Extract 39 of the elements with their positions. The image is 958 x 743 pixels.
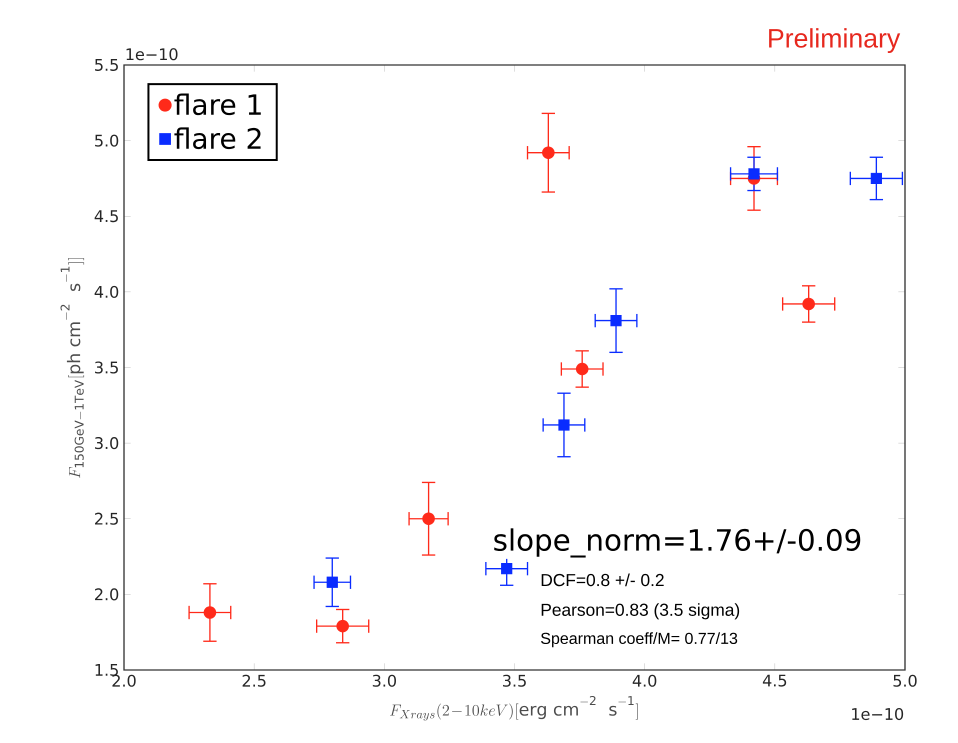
text: Preliminary <box>769 28 900 54</box>
y-tick-label: 5.5 <box>95 59 118 71</box>
y-tick-label: 4.5 <box>94 210 118 222</box>
y-tick-label: 3.5 <box>95 361 118 374</box>
point <box>558 419 570 431</box>
legend-label: flare 2 <box>174 127 261 150</box>
point <box>501 563 512 574</box>
x-tick-label: 3.5 <box>502 674 526 687</box>
y-tick-label: 1.5 <box>96 664 118 676</box>
point <box>326 576 338 588</box>
text: 1e−10 <box>126 48 178 60</box>
point <box>336 620 349 632</box>
y-tick-label: 2.5 <box>95 512 118 525</box>
point <box>802 298 815 310</box>
point <box>204 606 216 619</box>
x-tick-label: 4.0 <box>632 674 656 687</box>
y-tick-label: 3.0 <box>95 437 118 450</box>
x-tick-label: 3.0 <box>372 674 396 687</box>
y-axis-title: $F_{\mathrm{150GeV-1TeV}}[\mathrm{ph\ cm^{-2}\ \ s^{-1}}]]$ <box>60 258 84 478</box>
point <box>610 315 622 326</box>
x-tick-label: 5.0 <box>894 674 917 687</box>
y-tick-label: 2.0 <box>95 588 118 600</box>
y-tick-label: 5.0 <box>95 134 118 147</box>
point <box>748 168 760 180</box>
text: 1e−10 <box>852 708 904 720</box>
annotation: Pearson=0.83 (3.5 sigma) <box>542 603 740 620</box>
legend-label: flare 1 <box>174 93 261 116</box>
point <box>576 362 588 376</box>
point <box>422 512 435 526</box>
point <box>542 146 555 159</box>
annotation: DCF=0.8 +/- 0.2 <box>542 573 664 586</box>
x-tick-label: 4.5 <box>762 674 786 687</box>
x-axis-title: $F_{Xrays}(2\!-\!10keV)[\mathrm{erg\ cm^{-2}\ \ s^{-1}}]$ <box>390 696 638 721</box>
x-tick-label: 2.0 <box>112 674 136 687</box>
annotation: slope_norm=1.76+/-0.09 <box>494 528 860 558</box>
y-tick-label: 4.0 <box>94 286 118 298</box>
x-tick-label: 2.5 <box>242 674 266 687</box>
point <box>870 172 882 184</box>
annotation: Spearman coeff/M= 0.77/13 <box>541 632 738 648</box>
